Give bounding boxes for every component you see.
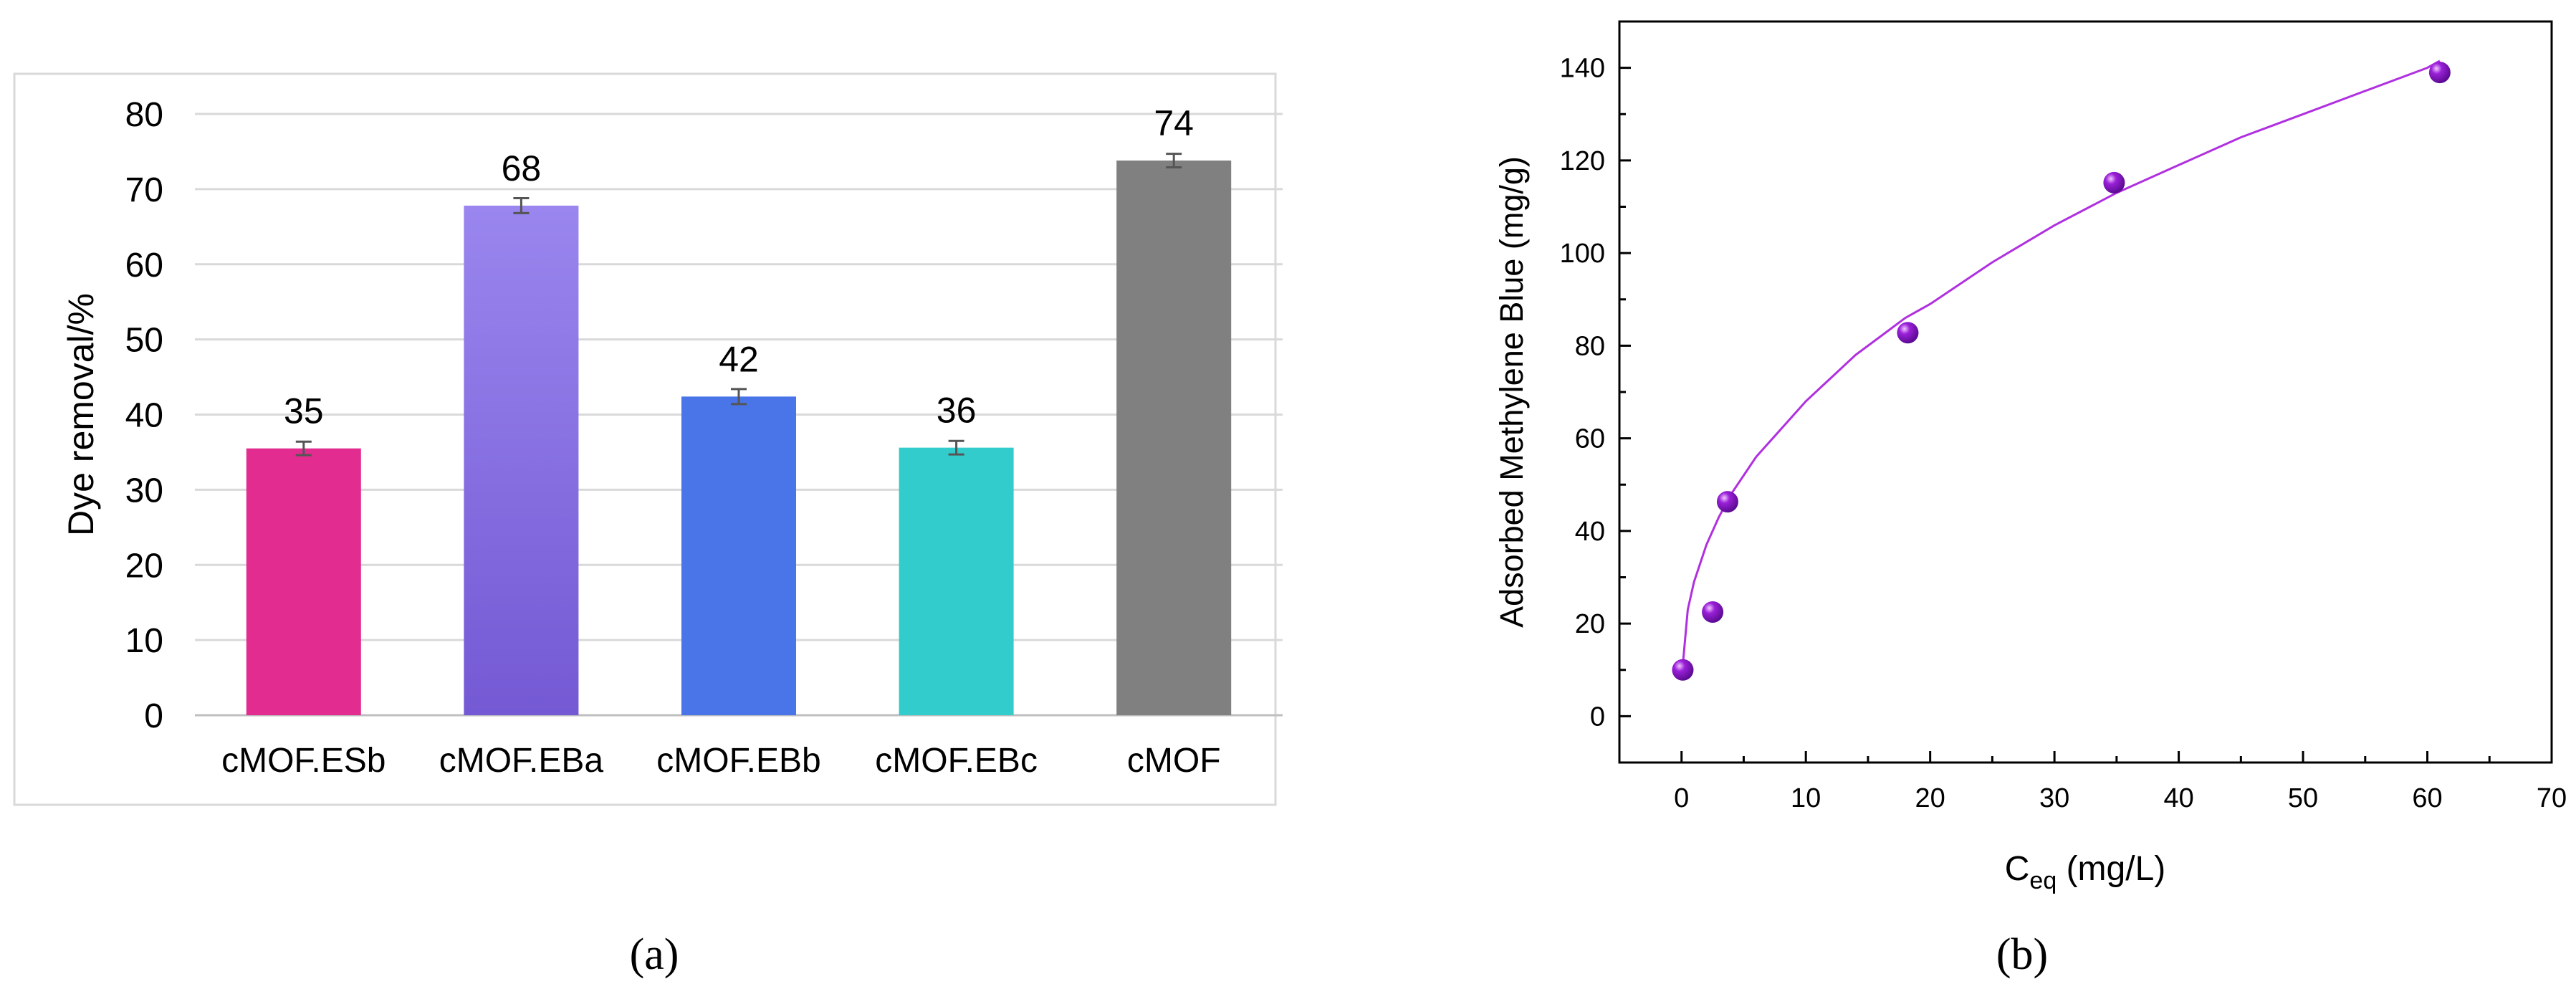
data-label: 35 <box>284 391 324 431</box>
bar-chart-frame <box>13 72 1277 806</box>
y-tick-label: 140 <box>1560 54 1605 84</box>
scatter-y-ticks: 0 20 40 60 80 100 120 140 <box>1560 20 1631 764</box>
scatter-chart-panel: 0 10 20 30 40 50 60 70 0 20 40 60 80 100 120 140 Adsor… <box>1493 20 2567 979</box>
y-tick-label: 20 <box>1575 609 1605 639</box>
data-point <box>1716 491 1738 513</box>
data-label: 42 <box>719 339 759 379</box>
x-tick-label: 10 <box>1791 783 1821 813</box>
bar-chart-y-tick-labels: 0 10 20 30 40 50 60 70 80 <box>125 96 163 735</box>
data-point <box>2428 62 2451 84</box>
panel-label-a: (a) <box>630 930 679 979</box>
x-axis-label-subscript: eq <box>2029 867 2057 894</box>
x-tick-label: 20 <box>1915 783 1945 813</box>
x-tick-label: 70 <box>2537 783 2567 813</box>
data-point <box>2103 171 2125 193</box>
category-label: cMOF.EBc <box>875 742 1038 780</box>
x-tick-label: 50 <box>2288 783 2318 813</box>
x-tick-label: 0 <box>1674 783 1689 813</box>
data-label: 36 <box>937 391 977 431</box>
fit-curve <box>1680 59 2441 679</box>
y-tick-label: 10 <box>125 622 163 660</box>
bar-chart-y-axis-label: Dye removal/% <box>61 293 101 536</box>
bar <box>899 447 1014 715</box>
y-tick-label: 20 <box>125 547 163 585</box>
x-tick-label: 40 <box>2163 783 2193 813</box>
y-tick-label: 0 <box>144 697 163 735</box>
x-axis-label-main: C <box>2005 850 2030 888</box>
y-tick-label: 80 <box>125 96 163 134</box>
bar-chart-data-labels: 35 68 42 36 74 <box>284 103 1194 431</box>
scatter-plot-frame <box>1618 20 2553 764</box>
y-tick-label: 0 <box>1590 702 1605 732</box>
y-tick-label: 50 <box>125 322 163 360</box>
bar <box>464 205 579 715</box>
scatter-y-axis-label: Adsorbed Methylene Blue (mg/g) <box>1493 156 1530 628</box>
category-label: cMOF.ESb <box>221 742 386 780</box>
x-tick-label: 60 <box>2412 783 2442 813</box>
y-tick-label: 70 <box>125 171 163 209</box>
y-tick-label: 40 <box>1575 517 1605 547</box>
bar <box>1116 161 1232 715</box>
y-tick-label: 40 <box>125 397 163 435</box>
bar <box>681 396 796 715</box>
bar-chart-category-labels: cMOF.ESb cMOF.EBa cMOF.EBb cMOF.EBc cMOF <box>221 742 1220 780</box>
y-tick-label: 80 <box>1575 331 1605 361</box>
bar-chart-error-bars <box>295 153 1182 457</box>
y-tick-label: 60 <box>125 247 163 285</box>
category-label: cMOF <box>1127 742 1221 780</box>
bar-chart-bars <box>246 161 1232 715</box>
data-point <box>1702 601 1724 623</box>
x-axis-label-unit: (mg/L) <box>2057 850 2165 888</box>
data-label: 74 <box>1154 103 1194 143</box>
bar <box>246 448 361 715</box>
category-label: cMOF.EBa <box>439 742 604 780</box>
scatter-points <box>1672 62 2451 681</box>
category-label: cMOF.EBb <box>656 742 820 780</box>
y-tick-label: 60 <box>1575 424 1605 454</box>
data-label: 68 <box>502 148 542 188</box>
scatter-x-ticks: 0 10 20 30 40 50 60 70 <box>1618 751 2567 813</box>
data-point <box>1672 659 1694 681</box>
y-tick-label: 30 <box>125 472 163 510</box>
data-point <box>1897 322 1919 344</box>
scatter-x-axis-label: Ceq (mg/L) <box>2005 850 2166 894</box>
panel-label-b: (b) <box>1996 930 2048 979</box>
x-tick-label: 30 <box>2039 783 2069 813</box>
y-tick-label: 100 <box>1560 239 1605 269</box>
y-tick-label: 120 <box>1560 146 1605 176</box>
